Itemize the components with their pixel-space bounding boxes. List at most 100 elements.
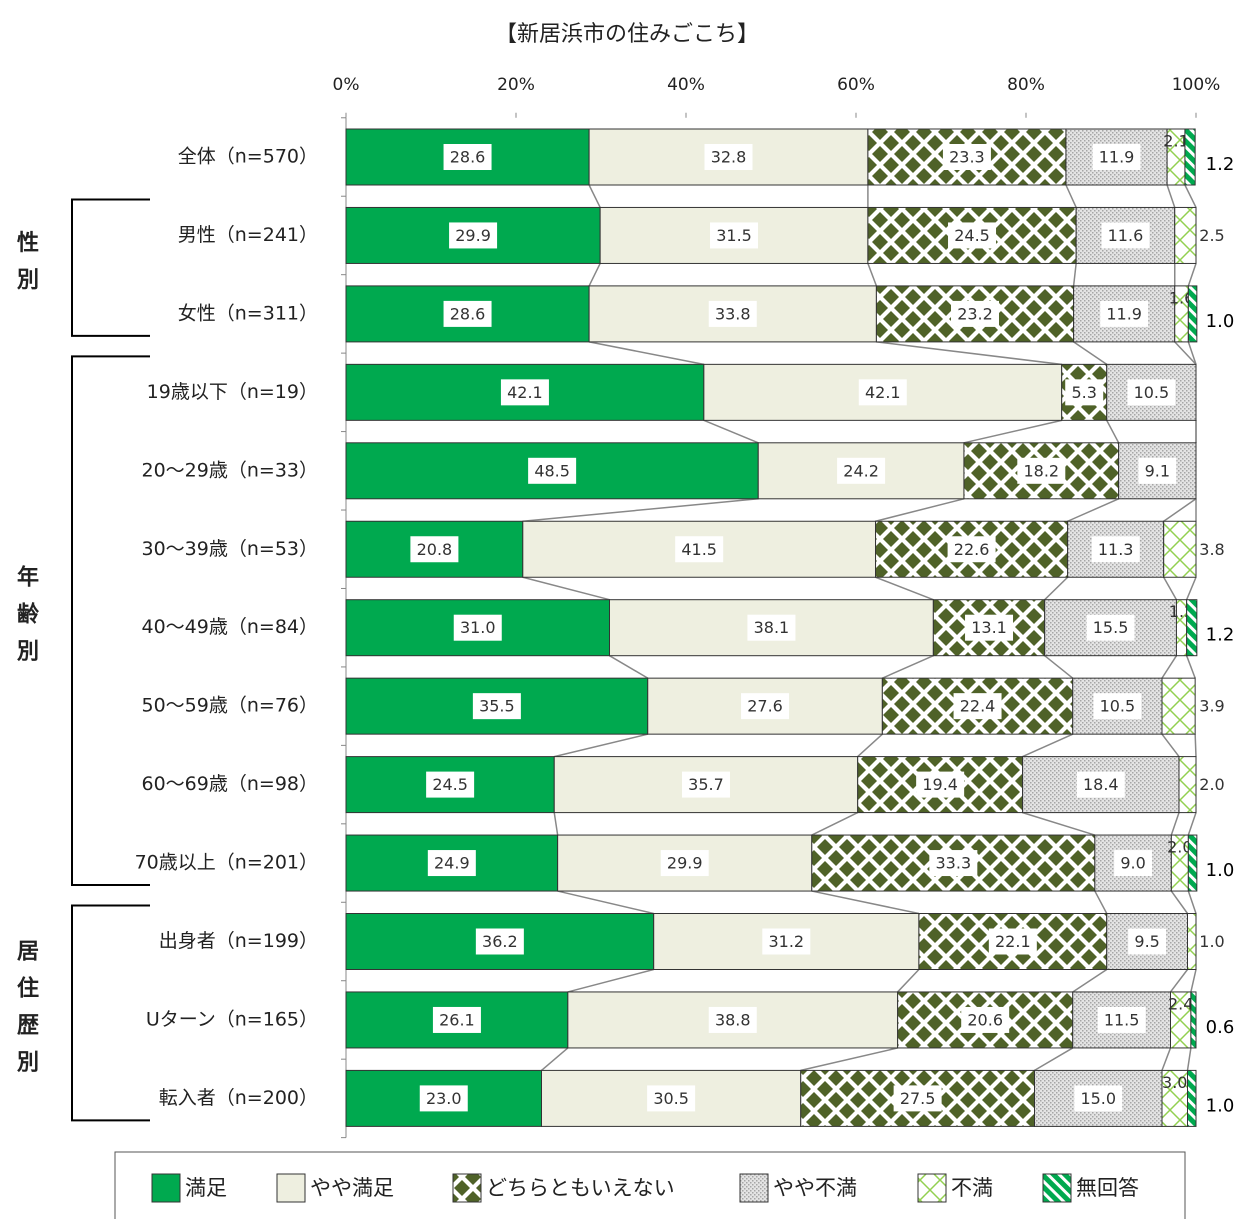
- value-label: 23.3: [949, 148, 985, 167]
- value-label: 15.5: [1093, 618, 1129, 637]
- value-label: 3.8: [1199, 540, 1224, 559]
- legend-label: 満足: [185, 1176, 227, 1200]
- bar-segment: [963, 442, 1120, 500]
- connector: [897, 968, 920, 993]
- connector: [857, 733, 883, 758]
- connector: [1187, 812, 1197, 836]
- label-box: [1076, 771, 1125, 798]
- connector: [1187, 890, 1197, 914]
- label-box: [660, 850, 709, 877]
- connector: [963, 419, 1062, 444]
- connector: [553, 812, 559, 836]
- label-box: [942, 144, 991, 170]
- x-tick-label: 0%: [333, 75, 360, 95]
- label-box: [929, 850, 978, 877]
- label-box: [708, 1006, 757, 1033]
- label-box: [426, 771, 475, 798]
- bar-segment: [1163, 520, 1197, 578]
- bar-segment: [1174, 206, 1197, 264]
- value-label: 23.2: [957, 304, 993, 323]
- legend-swatch: [151, 1173, 181, 1203]
- value-label: 31.0: [460, 618, 496, 637]
- connector: [1169, 969, 1189, 993]
- category-label: 60～69歳（n=98）: [142, 773, 319, 795]
- label-box: [453, 614, 502, 641]
- value-label: 1.0: [1206, 860, 1235, 881]
- category-label: Uターン（n=165）: [146, 1008, 318, 1030]
- label-box: [1127, 379, 1176, 406]
- value-label: 31.5: [716, 226, 752, 245]
- connector: [1022, 811, 1096, 836]
- bar-segment: [1187, 834, 1198, 892]
- label-box: [1074, 1085, 1123, 1112]
- value-label: 41.5: [681, 540, 717, 559]
- bar-segment: [703, 363, 1063, 421]
- label-box: [741, 693, 790, 720]
- value-label: 24.5: [432, 775, 468, 794]
- connector: [1184, 184, 1197, 208]
- x-tick-label: 80%: [1007, 75, 1045, 95]
- value-label: 11.3: [1098, 540, 1134, 559]
- value-label: 20.8: [417, 540, 453, 559]
- category-label: 女性（n=311）: [178, 302, 318, 324]
- value-label: 22.4: [960, 697, 996, 716]
- group-label: 年齢別: [13, 565, 39, 677]
- connector: [1163, 576, 1178, 601]
- bar-segment: [1186, 599, 1198, 657]
- value-label: 42.1: [865, 383, 901, 402]
- label-box: [965, 614, 1014, 641]
- connector: [1022, 733, 1074, 758]
- connector: [1186, 1047, 1192, 1071]
- label-box: [1138, 457, 1177, 484]
- value-label: 32.8: [711, 148, 747, 167]
- group-bracket: [71, 198, 150, 337]
- label-box: [1065, 379, 1104, 406]
- label-box: [500, 379, 549, 406]
- label-box: [443, 144, 492, 170]
- bar-segment: [897, 991, 1074, 1049]
- value-label: 2.4: [1168, 994, 1193, 1013]
- value-label: 11.5: [1104, 1010, 1140, 1029]
- value-label: 23.0: [426, 1089, 462, 1108]
- label-box: [858, 379, 907, 406]
- connector: [811, 890, 920, 915]
- legend-label: やや不満: [773, 1176, 857, 1200]
- label-box: [1091, 536, 1140, 563]
- legend-swatch: [276, 1173, 306, 1203]
- label-box: [961, 1006, 1010, 1033]
- value-label: 2.0: [1167, 838, 1192, 857]
- label-box: [1097, 1006, 1146, 1033]
- legend-swatch: [452, 1173, 482, 1203]
- connector: [1174, 341, 1197, 365]
- label-box: [419, 1085, 468, 1112]
- value-label: 27.6: [747, 697, 783, 716]
- label-box: [472, 693, 521, 720]
- connector: [1044, 576, 1069, 601]
- value-label: 22.1: [995, 932, 1031, 951]
- connector: [1170, 890, 1189, 914]
- bar-segment: [345, 206, 601, 264]
- label-box: [947, 536, 996, 563]
- value-label: 1.2: [1206, 154, 1235, 175]
- bar-segment: [881, 677, 1074, 735]
- value-label: 33.3: [936, 854, 972, 873]
- connector: [1044, 655, 1074, 679]
- value-label: 27.5: [900, 1089, 936, 1108]
- value-label: 3.0: [1162, 1073, 1187, 1092]
- value-label: 11.9: [1106, 304, 1142, 323]
- value-label: 28.6: [450, 304, 486, 323]
- category-label: 50～59歳（n=76）: [142, 695, 319, 717]
- connector: [800, 1047, 898, 1072]
- label-box: [1086, 614, 1135, 641]
- connector: [609, 655, 649, 679]
- value-label: 3.9: [1199, 697, 1224, 716]
- connector: [1185, 655, 1196, 679]
- bar-segment: [1187, 285, 1198, 343]
- category-label: 出身者（n=199）: [159, 930, 318, 952]
- label-box: [1017, 457, 1066, 484]
- bar-segment: [1161, 677, 1196, 735]
- value-label: 1.0: [1206, 1095, 1235, 1116]
- value-label: 9.1: [1145, 461, 1170, 480]
- connector: [541, 1047, 569, 1071]
- chart-title: 【新居浜市の住みごこち】: [495, 22, 759, 47]
